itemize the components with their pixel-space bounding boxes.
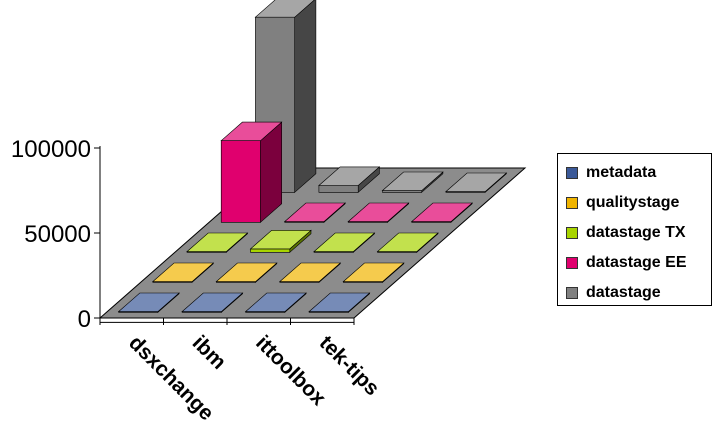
bar-qualitystage-ittoolbox (279, 262, 342, 283)
legend-swatch (566, 287, 578, 299)
legend-item-datastage: datastage (566, 282, 661, 304)
legend: metadata qualitystage datastage TX datastag… (557, 153, 712, 306)
y-tick-label: 50000 (24, 221, 91, 248)
legend-label: datastage (586, 284, 661, 301)
bar-metadata-ibm (181, 292, 244, 313)
legend-swatch (566, 257, 578, 269)
bar-metadata-tek-tips (308, 292, 371, 313)
legend-swatch (566, 167, 578, 179)
bar-qualitystage-tek-tips (342, 262, 405, 283)
legend-label: qualitystage (586, 194, 680, 211)
bar-datastage-tx-ittoolbox (313, 232, 376, 253)
x-category-label: ibm (188, 331, 231, 374)
bar-datastage-ee-dsxchange (220, 121, 283, 223)
bar-qualitystage-dsxchange (152, 262, 215, 283)
bar-metadata-ittoolbox (244, 292, 307, 313)
bar-datastage-ibm (318, 166, 381, 193)
legend-label: metadata (586, 164, 657, 181)
legend-swatch (566, 197, 578, 209)
bar-datastage-tek-tips (445, 172, 508, 193)
legend-item-qualitystage: qualitystage (566, 192, 679, 214)
bar-datastage-tx-dsxchange (186, 232, 249, 253)
legend-label: datastage EE (586, 254, 687, 271)
bar-datastage-ee-ibm (283, 202, 346, 223)
bar-metadata-dsxchange (117, 292, 180, 313)
bar-datastage-ee-ittoolbox (347, 202, 410, 223)
bar-datastage-ee-tek-tips (410, 202, 473, 223)
bar-datastage-ittoolbox (381, 171, 444, 193)
bar-datastage-tx-tek-tips (376, 232, 439, 253)
legend-item-metadata: metadata (566, 162, 656, 184)
bar-qualitystage-ibm (215, 262, 278, 283)
legend-label: datastage TX (586, 224, 686, 241)
bar-datastage-tx-ibm (249, 229, 312, 253)
chart-bars (117, 0, 508, 313)
y-tick-label: 100000 (11, 136, 91, 163)
y-tick-label: 0 (78, 306, 91, 333)
y-axis: 0 50000 100000 (11, 136, 355, 333)
legend-item-datastage-ee: datastage EE (566, 252, 686, 274)
legend-item-datastage-tx: datastage TX (566, 222, 686, 244)
legend-swatch (566, 227, 578, 239)
